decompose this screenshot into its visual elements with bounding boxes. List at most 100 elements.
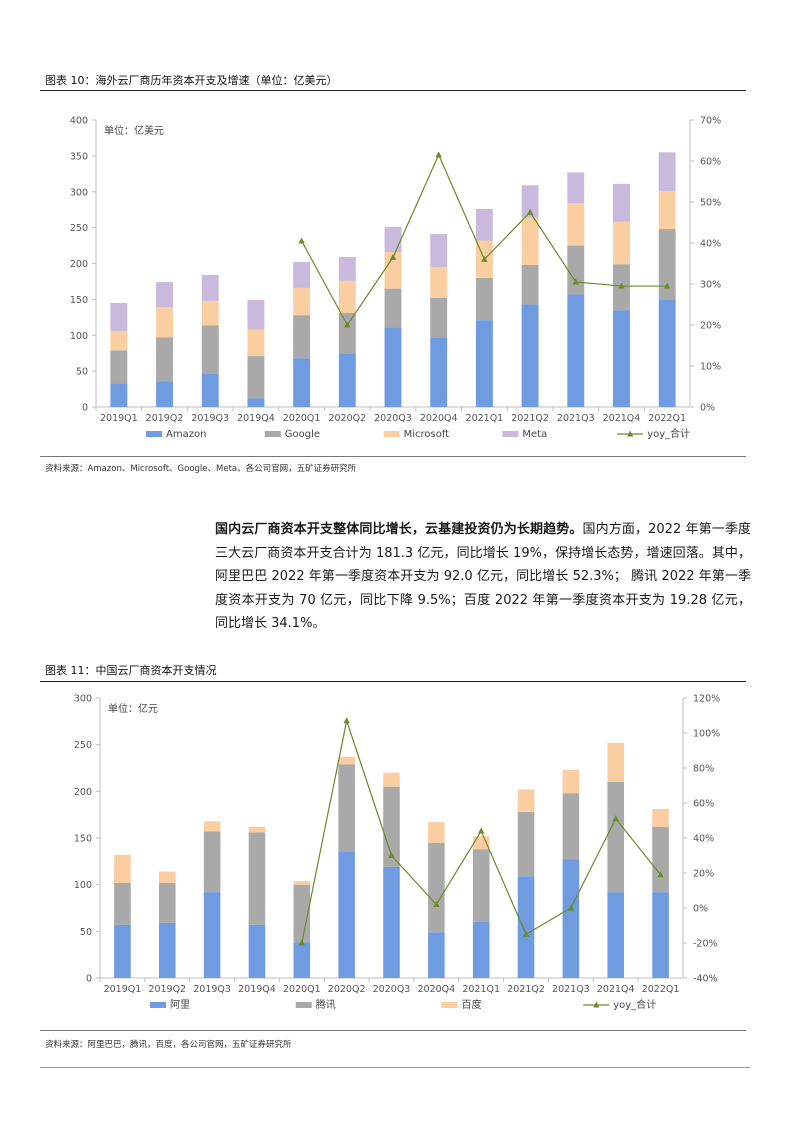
c2-y2tick-label: 40% — [693, 834, 714, 845]
c1-bar-Google — [567, 245, 585, 295]
c2-xtick-label: 2020Q4 — [417, 984, 455, 995]
c2-bar-腾讯 — [114, 882, 131, 925]
c1-ytick-label: 400 — [70, 116, 88, 127]
c1-bar-Amazon — [567, 294, 585, 407]
c2-bar-腾讯 — [652, 826, 669, 893]
c1-y2tick-label: 0% — [700, 403, 715, 414]
c2-xtick-label: 2019Q2 — [148, 984, 186, 995]
c2-bar-腾讯 — [562, 793, 580, 860]
c2-yoy-marker — [298, 939, 306, 946]
c1-bar-Google — [475, 277, 493, 321]
c2-xtick-label: 2021Q4 — [597, 984, 635, 995]
figure1-title: 图表 10：海外云厂商历年资本开支及增速（单位：亿美元） — [45, 74, 338, 87]
c1-y2tick-label: 60% — [700, 157, 721, 168]
c1-xtick-label: 2020Q1 — [283, 413, 321, 424]
c1-bar-Google — [156, 337, 173, 382]
c1-bar-Amazon — [247, 398, 265, 407]
c2-yoy-marker — [612, 815, 619, 822]
c1-bar-Amazon — [293, 358, 311, 407]
c2-ytick-label: 300 — [74, 694, 92, 705]
c1-bar-Amazon — [156, 381, 173, 407]
c1-bar-Amazon — [658, 299, 676, 407]
c2-bar-百度 — [114, 854, 131, 883]
c1-ytick-label: 250 — [70, 223, 88, 234]
c2-legend-label: yoy_合计 — [613, 998, 656, 1011]
c1-bar-Amazon — [384, 327, 402, 407]
c2-ytick-label: 50 — [80, 927, 92, 938]
c2-bar-腾讯 — [203, 831, 221, 893]
c2-xtick-label: 2019Q3 — [193, 984, 231, 995]
c1-ytick-label: 300 — [70, 187, 88, 198]
c1-bar-Amazon — [201, 373, 219, 407]
overseas-capex-chart: 0 50 100 150 200 250 300 350 400 0% 10% 20% 30% 40% 50… — [70, 116, 721, 441]
c1-bar-Microsoft — [156, 307, 173, 338]
c2-bar-腾讯 — [248, 832, 266, 925]
c2-xtick-label: 2020Q3 — [373, 984, 411, 995]
c1-bar-Microsoft — [338, 280, 356, 314]
c1-bar-Microsoft — [110, 330, 128, 351]
c2-yoy-marker — [477, 827, 485, 834]
c1-ytick-label: 350 — [70, 151, 88, 162]
c1-legend-label: Meta — [522, 429, 547, 440]
c1-xtick-label: 2019Q1 — [100, 413, 138, 424]
figure2-bottom-rule — [40, 1030, 746, 1031]
figure2-source: 资料来源：阿里巴巴，腾讯，百度，各公司官网，五矿证券研究所 — [45, 1040, 292, 1050]
c2-legend-label: 腾讯 — [316, 998, 336, 1011]
c1-ytick-label: 0 — [82, 403, 88, 414]
c2-bar-阿里 — [652, 892, 669, 978]
c1-bar-Microsoft — [521, 217, 539, 265]
c1-bar-Amazon — [521, 304, 539, 407]
c2-bar-腾讯 — [607, 782, 625, 893]
figure2-title: 图表 11：中国云厂商资本开支情况 — [45, 664, 217, 677]
c1-bar-Microsoft — [201, 300, 219, 326]
c2-bar-阿里 — [338, 852, 355, 978]
c1-bar-Amazon — [613, 310, 630, 407]
c1-bar-Google — [338, 313, 356, 354]
c1-xtick-label: 2020Q3 — [374, 413, 412, 424]
c1-bar-Meta — [156, 282, 173, 308]
figure1-source: 资料来源：Amazon、Microsoft、Google、Meta、各公司官网，… — [45, 464, 357, 474]
c1-bar-Meta — [384, 226, 402, 253]
c1-bar-Microsoft — [567, 203, 585, 246]
c1-legend-swatch-Microsoft — [383, 431, 400, 437]
c2-y2tick-label: 100% — [693, 729, 720, 740]
c2-xtick-label: 2021Q1 — [462, 984, 500, 995]
c2-xtick-label: 2019Q4 — [238, 984, 276, 995]
c2-yoy-marker — [388, 852, 395, 858]
c2-ytick-label: 0 — [86, 974, 92, 985]
c1-legend-marker — [627, 430, 634, 437]
c1-bar-Meta — [521, 185, 539, 218]
c2-bar-腾讯 — [428, 842, 445, 933]
paragraph-lead: 国内云厂商资本开支整体同比增长，云基建投资仍为长期趋势。 — [215, 522, 583, 537]
c2-xtick-label: 2021Q2 — [507, 984, 545, 995]
c1-bar-Google — [521, 264, 539, 305]
c1-legend-label: Microsoft — [404, 429, 450, 440]
c1-bar-Google — [247, 356, 265, 399]
c1-bar-Amazon — [338, 353, 356, 407]
c2-bar-百度 — [293, 880, 311, 885]
c1-bar-Amazon — [430, 337, 448, 407]
c2-legend-marker — [593, 1001, 600, 1008]
c2-bar-百度 — [383, 772, 400, 787]
c2-ytick-label: 150 — [74, 834, 92, 845]
c1-bar-Microsoft — [658, 191, 676, 230]
paragraph-body: 国内方面，2022 年第一季度三大云厂商资本开支合计为 181.3 亿元，同比增… — [215, 522, 751, 631]
c1-bar-Meta — [613, 183, 630, 222]
c2-y2tick-label: 0% — [693, 904, 708, 915]
c2-bar-阿里 — [248, 924, 266, 978]
c1-bar-Meta — [475, 208, 493, 241]
c1-yoy-marker — [663, 282, 671, 289]
page-footer-rule — [40, 1067, 750, 1068]
c1-bar-Meta — [567, 172, 585, 204]
c2-legend-swatch-腾讯 — [295, 1002, 312, 1008]
c1-bar-Meta — [247, 300, 265, 330]
c2-ytick-label: 100 — [74, 880, 92, 891]
c2-legend-label: 阿里 — [170, 999, 190, 1011]
c2-yoy-marker — [522, 930, 530, 937]
c1-bar-Microsoft — [247, 329, 265, 357]
c2-bar-阿里 — [158, 922, 176, 978]
c2-bar-百度 — [517, 789, 535, 812]
c1-y2tick-label: 30% — [700, 280, 721, 291]
c2-bar-腾讯 — [338, 764, 355, 852]
c1-xtick-label: 2019Q3 — [191, 413, 229, 424]
